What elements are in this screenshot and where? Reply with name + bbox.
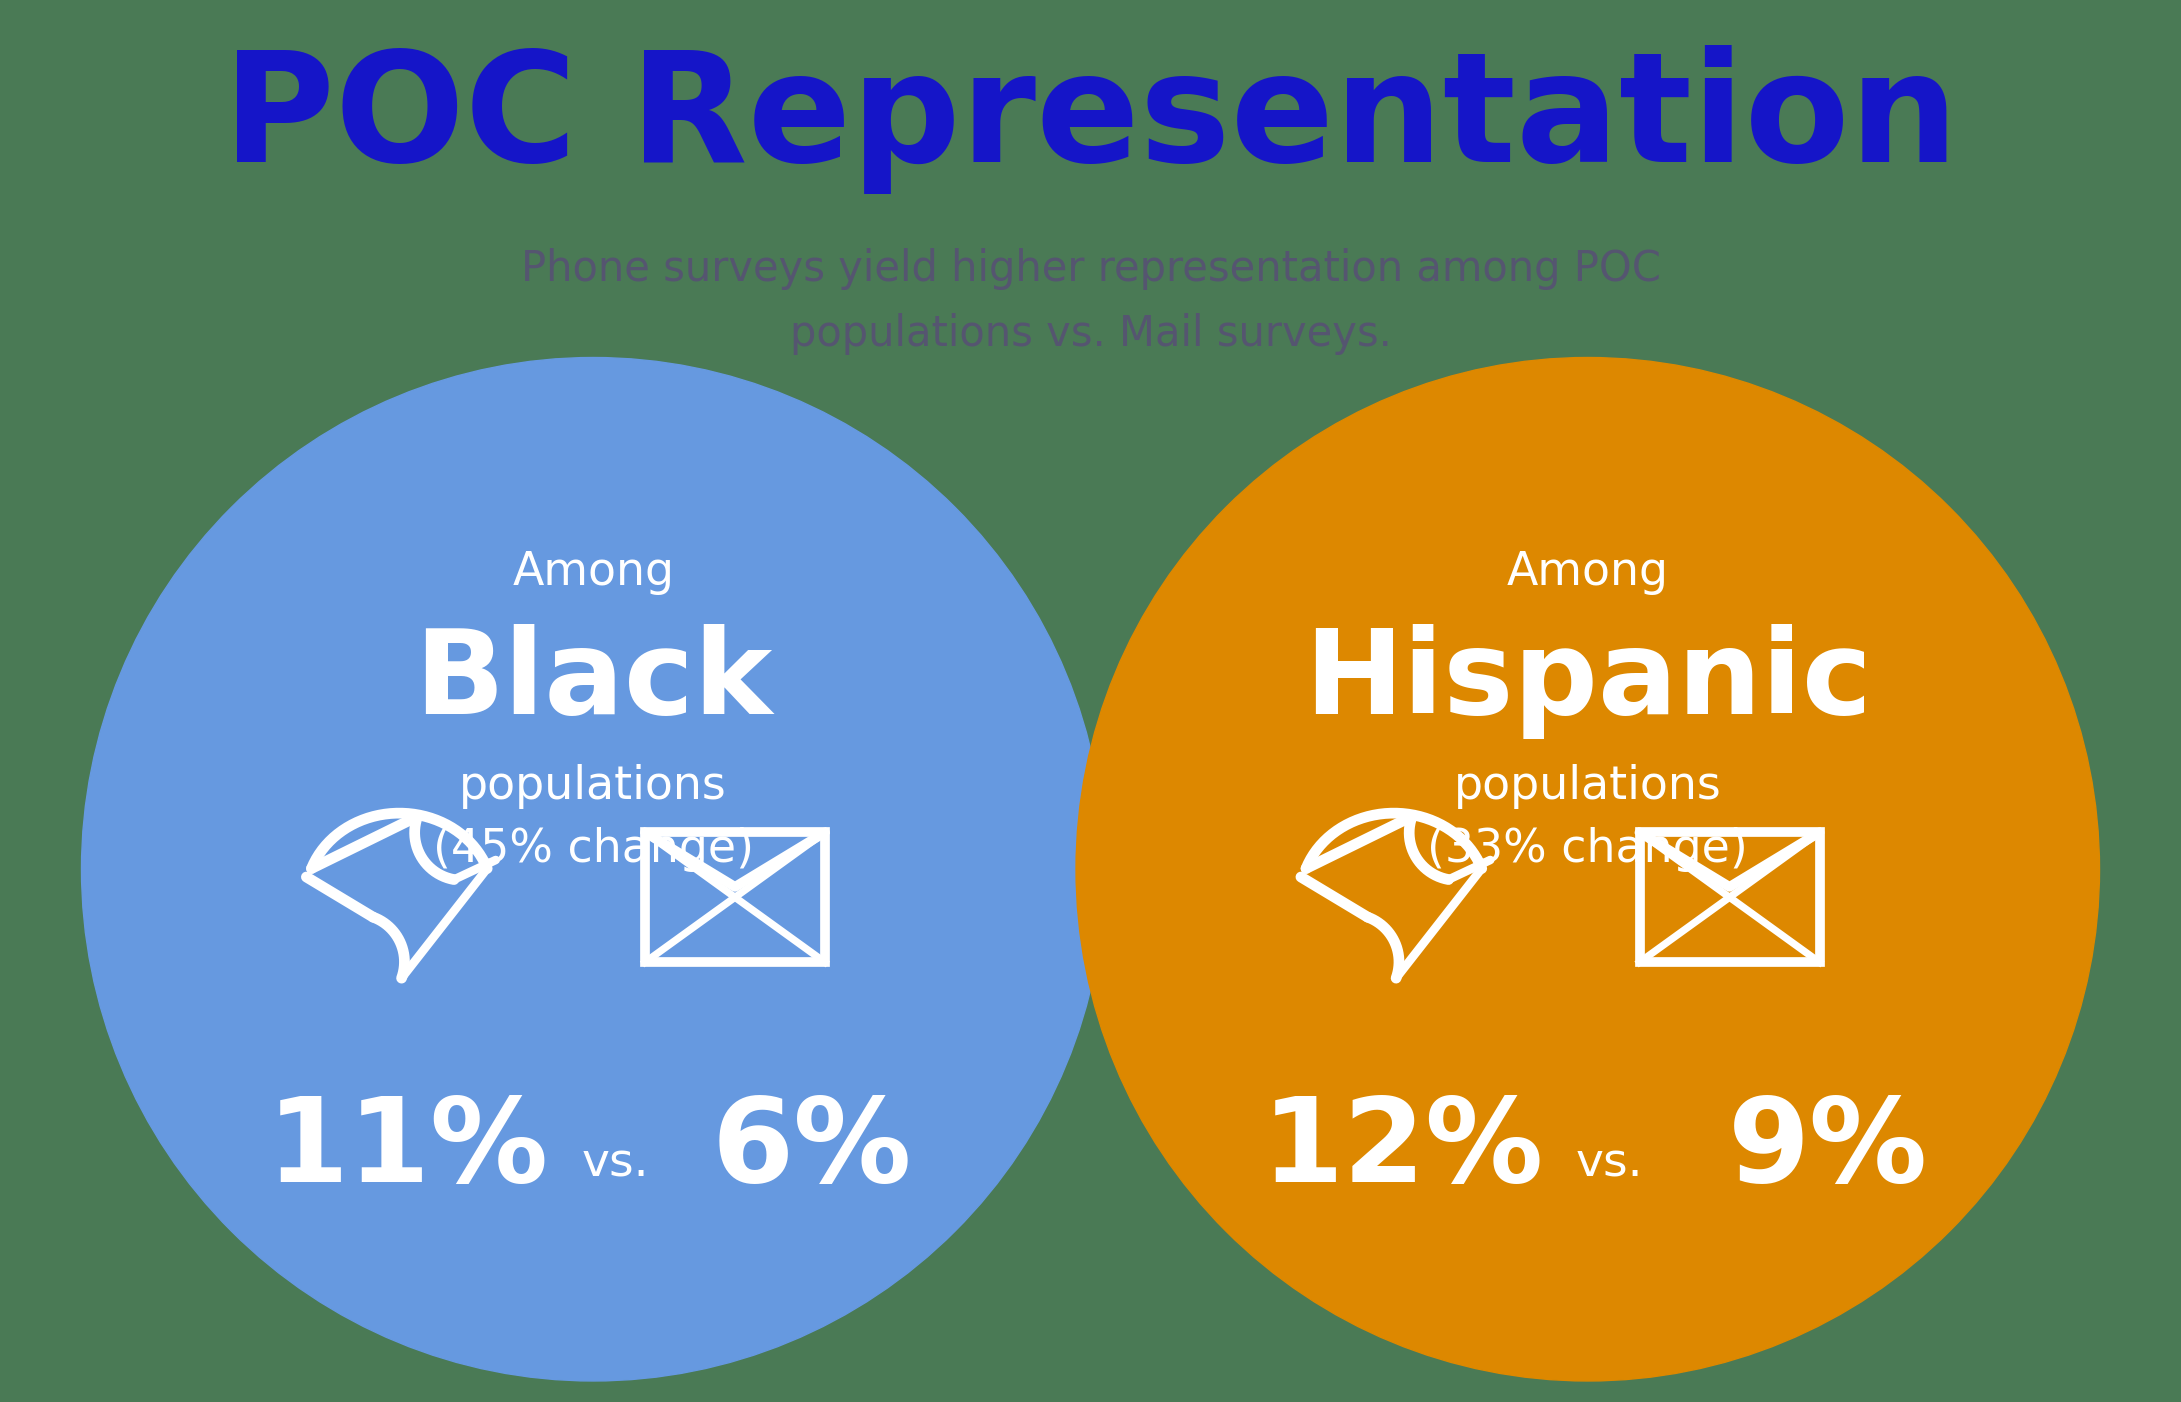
Circle shape — [81, 358, 1106, 1381]
Bar — [1640, 833, 1819, 962]
Text: POC Representation: POC Representation — [222, 45, 1959, 193]
Bar — [646, 833, 824, 962]
Text: Phone surveys yield higher representation among POC
populations vs. Mail surveys: Phone surveys yield higher representatio… — [521, 248, 1660, 355]
Text: 12%: 12% — [1261, 1092, 1544, 1207]
Text: vs.: vs. — [580, 1141, 650, 1186]
Text: 6%: 6% — [711, 1092, 912, 1207]
Text: 9%: 9% — [1727, 1092, 1928, 1207]
Text: Among: Among — [1507, 550, 1668, 594]
Text: 11%: 11% — [266, 1092, 550, 1207]
Text: Hispanic: Hispanic — [1304, 624, 1871, 739]
Text: populations
(33% change): populations (33% change) — [1426, 764, 1749, 872]
Text: Black: Black — [414, 624, 772, 739]
Text: populations
(45% change): populations (45% change) — [432, 764, 755, 872]
Text: vs.: vs. — [1575, 1141, 1644, 1186]
Circle shape — [1075, 358, 2100, 1381]
Text: Among: Among — [513, 550, 674, 594]
